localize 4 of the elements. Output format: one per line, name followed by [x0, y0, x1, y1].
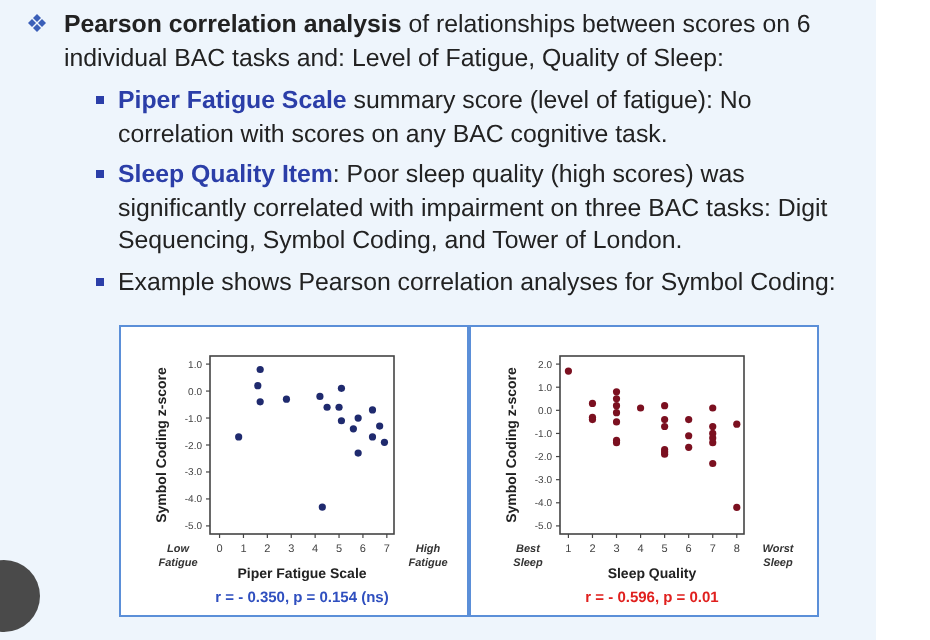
text: Example shows Pearson correlation analyses for Symbol Coding:	[118, 265, 836, 298]
text: Pearson correlation analysis	[64, 10, 402, 38]
text: Sleep Quality Item	[118, 160, 333, 188]
text: Piper Fatigue Scale	[118, 86, 347, 114]
